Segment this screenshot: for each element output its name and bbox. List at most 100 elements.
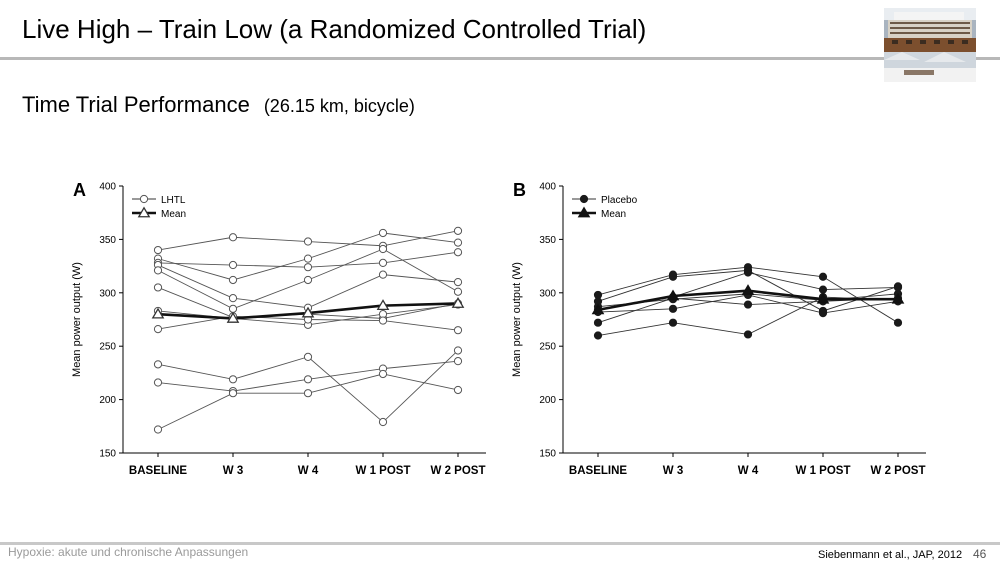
x-tick-label: W 4 — [738, 465, 759, 477]
mean-point — [591, 303, 605, 315]
mean-point — [376, 299, 390, 311]
data-point — [818, 285, 828, 294]
mean-point — [151, 307, 165, 319]
data-point — [228, 375, 238, 384]
data-point — [228, 304, 238, 313]
footer-course-title: Hypoxie: akute und chronische Anpassunge… — [8, 545, 249, 559]
footer-divider — [0, 542, 1000, 545]
legend-label: Mean — [601, 209, 626, 220]
data-point — [153, 325, 163, 334]
data-point — [303, 352, 313, 361]
data-point — [303, 263, 313, 272]
data-point — [453, 238, 463, 247]
slide-title: Live High – Train Low (a Randomized Cont… — [22, 14, 647, 44]
legend-label: LHTL — [161, 195, 186, 206]
title-divider — [0, 57, 1000, 60]
data-point — [153, 360, 163, 369]
legend-label: Mean — [161, 209, 186, 220]
x-tick-label: W 2 POST — [871, 465, 926, 477]
chart-panel-b: B 150 200 250 300 350 400 Mean power output (W)… — [511, 180, 926, 477]
x-tick-label: W 4 — [298, 465, 319, 477]
data-point — [453, 326, 463, 335]
x-tick-label: W 3 — [663, 465, 683, 477]
y-tick-label: 250 — [99, 342, 116, 353]
legend-label: Placebo — [601, 195, 638, 206]
data-point — [593, 318, 603, 327]
legend-marker-circle — [139, 194, 149, 204]
subject-line — [157, 350, 459, 423]
data-point — [378, 369, 388, 379]
data-point — [228, 389, 238, 398]
data-point — [668, 272, 678, 281]
data-point — [743, 300, 753, 309]
y-tick-label: 200 — [539, 395, 556, 406]
chart-panel-a: A 150 200 250 300 350 400 Mean power output (W)… — [71, 180, 486, 477]
data-point — [228, 294, 238, 303]
subtitle-main: Time Trial Performance — [22, 92, 250, 117]
data-point — [303, 254, 313, 263]
y-tick-label: 350 — [99, 235, 116, 246]
data-point — [818, 308, 828, 318]
panel-label: A — [73, 180, 86, 200]
mean-point — [666, 289, 680, 301]
subtitle-note: (26.15 km, bicycle) — [263, 96, 415, 116]
data-point — [818, 272, 828, 281]
data-point — [453, 248, 463, 257]
data-point — [303, 275, 313, 285]
x-tick-label: W 3 — [223, 465, 243, 477]
data-point — [378, 270, 388, 279]
data-point — [303, 389, 313, 398]
data-point — [453, 385, 463, 395]
data-point — [453, 346, 463, 355]
data-point — [743, 330, 753, 339]
y-tick-label: 300 — [99, 288, 116, 299]
data-point — [153, 425, 163, 434]
x-tick-label: W 1 POST — [356, 465, 411, 477]
data-point — [668, 318, 678, 327]
y-tick-label: 150 — [539, 449, 556, 460]
legend-marker-circle — [579, 194, 589, 204]
data-point — [453, 226, 463, 235]
y-tick-label: 300 — [539, 288, 556, 299]
data-point — [228, 260, 238, 270]
y-axis-title: Mean power output (W) — [71, 262, 83, 377]
building-photo-image — [884, 8, 976, 82]
mean-point — [301, 306, 315, 318]
y-tick-label: 200 — [99, 395, 116, 406]
panel-label: B — [513, 180, 526, 200]
data-point — [668, 304, 678, 313]
data-point — [378, 244, 388, 254]
building-photo — [884, 8, 976, 82]
data-point — [303, 237, 313, 246]
mean-point — [451, 296, 465, 308]
data-point — [378, 258, 388, 267]
data-point — [228, 233, 238, 242]
y-axis-title: Mean power output (W) — [511, 262, 523, 377]
data-point — [303, 375, 313, 384]
data-point — [378, 417, 388, 427]
data-point — [593, 331, 603, 340]
data-point — [378, 228, 388, 238]
footer-citation: Siebenmann et al., JAP, 2012 — [818, 549, 963, 561]
x-tick-label: BASELINE — [129, 465, 187, 477]
mean-point — [741, 284, 755, 296]
data-point — [228, 275, 238, 285]
data-point — [453, 278, 463, 287]
data-point — [153, 245, 163, 255]
mean-point — [226, 311, 240, 323]
data-point — [153, 378, 163, 387]
legend-marker-triangle — [577, 206, 591, 218]
mean-point — [816, 292, 830, 304]
data-point — [453, 357, 463, 366]
data-point — [893, 318, 903, 327]
page-number: 46 — [973, 547, 987, 561]
y-tick-label: 400 — [539, 182, 556, 193]
data-point — [453, 287, 463, 296]
legend-marker-triangle — [137, 206, 151, 218]
data-point — [153, 266, 163, 275]
data-point — [153, 283, 163, 292]
y-tick-label: 150 — [99, 449, 116, 460]
data-point — [743, 268, 753, 277]
y-tick-label: 400 — [99, 182, 116, 193]
data-point — [378, 316, 388, 325]
